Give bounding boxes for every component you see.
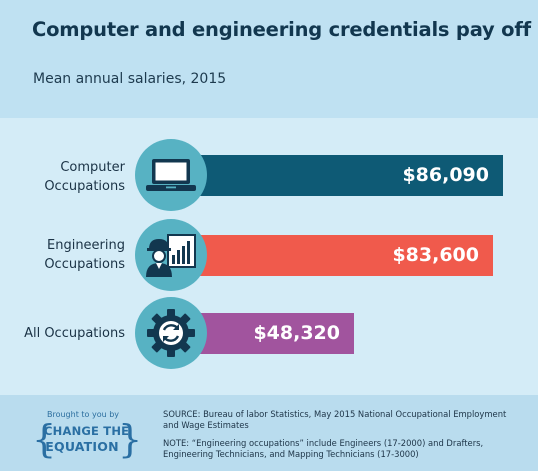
laptop-icon [146,159,196,191]
header-band [0,0,538,118]
logo-line-2: EQUATION [45,439,119,454]
category-label-line: All Occupations [24,326,125,341]
category-label-engineering: Engineering Occupations [0,236,125,274]
chart-subtitle: Mean annual salaries, 2015 [33,71,227,87]
bar-value-label: $83,600 [392,244,479,266]
logo-line-1: CHANGE THE [44,424,130,438]
bar-value-label: $48,320 [253,322,340,344]
source-note: SOURCE: Bureau of labor Statistics, May … [163,409,507,430]
category-label-line: Engineering [47,238,125,253]
bar-computer: $86,090 [165,155,503,196]
computer-icon-circle [135,139,207,211]
category-label-all: All Occupations [0,324,125,343]
left-brace-icon: { [32,417,57,461]
right-brace-icon: } [118,417,143,461]
brought-by-text: Brought to you by [46,410,120,419]
definition-note: NOTE: “Engineering occupations” include … [163,438,484,459]
category-label-line: Computer [60,160,125,175]
footer-band [0,395,538,471]
bar-engineering: $83,600 [165,235,493,276]
category-label-line: Occupations [44,257,125,272]
all-occupations-icon-circle [135,297,207,369]
bar-value-label: $86,090 [402,164,489,186]
engineer-chart-icon [146,234,196,277]
chart-title: Computer and engineering credentials pay… [32,18,531,41]
category-label-computer: Computer Occupations [0,158,125,196]
change-the-equation-logo: { CHANGE THE EQUATION } [30,417,142,461]
engineering-icon-circle [135,219,207,291]
category-label-line: Occupations [44,179,125,194]
gear-sync-icon [147,309,195,357]
